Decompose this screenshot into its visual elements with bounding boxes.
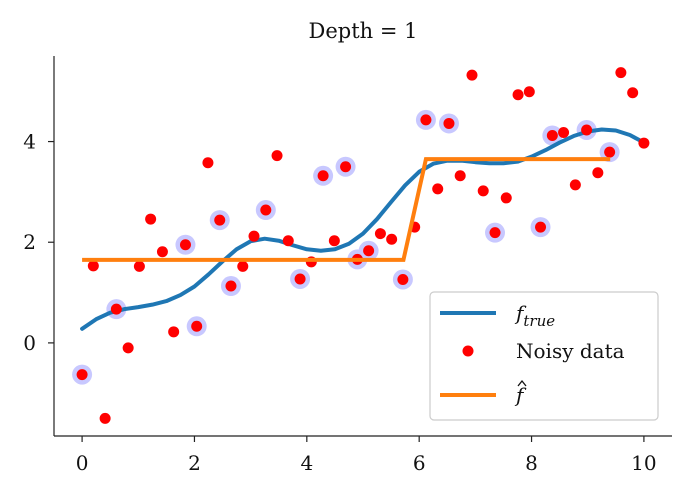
legend-noisy-label: Noisy data	[516, 339, 625, 363]
data-point-19	[294, 273, 306, 285]
legend-noisy-swatch	[462, 345, 474, 357]
legend-box	[429, 291, 659, 421]
axes	[53, 56, 672, 437]
data-point-26	[374, 228, 386, 240]
x-tick-label: 8	[525, 451, 538, 475]
data-point-32	[443, 117, 455, 129]
data-point-49	[638, 137, 650, 149]
data-point-11	[202, 157, 214, 169]
tick-layer: 0 2 4 6 8 10 0 2 4	[23, 130, 656, 475]
x-tick-label: 10	[631, 451, 656, 475]
data-point-43	[569, 179, 581, 191]
data-point-36	[489, 227, 501, 239]
data-point-28	[397, 273, 409, 285]
data-point-5	[133, 260, 145, 272]
data-point-4	[122, 342, 134, 354]
data-point-15	[248, 230, 260, 242]
data-point-16	[260, 204, 272, 216]
data-point-0	[76, 369, 88, 381]
y-tick-label: 2	[23, 230, 36, 254]
y-tick-label: 4	[23, 130, 36, 154]
data-point-12	[214, 214, 226, 226]
data-point-41	[546, 130, 558, 142]
data-point-42	[558, 127, 570, 139]
data-point-23	[340, 161, 352, 173]
data-point-22	[328, 235, 340, 247]
data-point-7	[156, 246, 168, 258]
data-point-47	[615, 67, 627, 79]
data-point-38	[512, 89, 524, 101]
data-point-39	[523, 86, 535, 98]
data-point-45	[592, 167, 604, 179]
data-point-37	[500, 192, 512, 204]
data-point-35	[477, 185, 489, 197]
data-point-2	[99, 412, 111, 424]
data-point-30	[420, 114, 432, 126]
data-point-27	[386, 233, 398, 245]
data-point-48	[627, 87, 639, 99]
data-point-34	[466, 69, 478, 81]
x-tick-label: 2	[188, 451, 201, 475]
y-tick-label: 0	[23, 331, 36, 355]
true-function-layer	[80, 127, 646, 331]
x-tick-label: 4	[300, 451, 313, 475]
fitted-function-line	[82, 157, 611, 262]
data-point-13	[225, 280, 237, 292]
data-point-31	[432, 183, 444, 195]
chart-title: Depth = 1	[309, 19, 418, 43]
data-point-10	[191, 320, 203, 332]
x-tick-label: 0	[76, 451, 89, 475]
data-point-46	[604, 146, 616, 158]
data-point-14	[237, 260, 249, 272]
data-point-21	[317, 170, 329, 182]
data-point-1	[87, 260, 99, 272]
true-function-line	[80, 127, 646, 331]
data-point-18	[282, 235, 294, 247]
hat-accent	[517, 379, 527, 387]
data-point-9	[179, 239, 191, 251]
x-tick-label: 6	[413, 451, 426, 475]
data-point-25	[363, 245, 375, 257]
data-point-44	[581, 124, 593, 136]
fitted-function-layer	[82, 157, 611, 262]
data-point-8	[168, 326, 180, 338]
data-point-33	[454, 170, 466, 182]
data-point-6	[145, 213, 157, 225]
data-point-3	[110, 303, 122, 315]
data-point-40	[535, 221, 547, 233]
data-point-17	[271, 150, 283, 162]
